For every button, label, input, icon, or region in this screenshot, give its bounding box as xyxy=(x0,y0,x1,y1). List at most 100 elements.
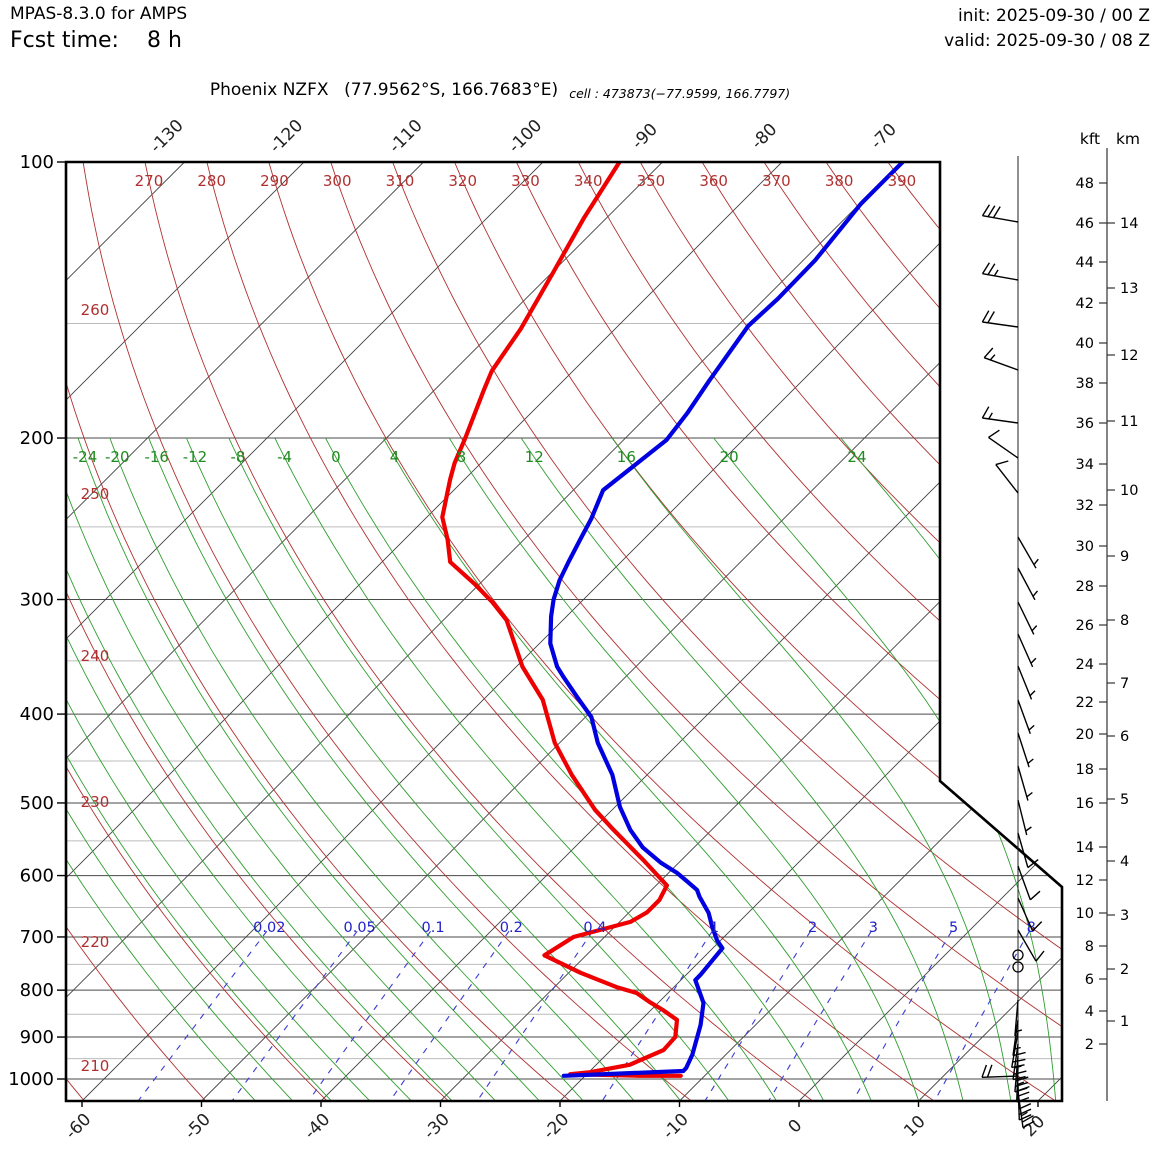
svg-text:-30: -30 xyxy=(420,1110,454,1144)
svg-text:-40: -40 xyxy=(301,1110,335,1144)
svg-text:10: 10 xyxy=(1120,483,1138,499)
svg-text:350: 350 xyxy=(637,172,666,190)
svg-text:290: 290 xyxy=(260,172,289,190)
temp-axis-top-labels: -130 -120 -110 -100 -90 -80 -70 xyxy=(146,116,901,157)
svg-text:-110: -110 xyxy=(385,116,426,157)
svg-text:0: 0 xyxy=(331,448,341,466)
svg-text:-50: -50 xyxy=(181,1110,215,1144)
svg-text:40: 40 xyxy=(1076,336,1094,352)
svg-text:-70: -70 xyxy=(867,120,901,154)
svg-text:240: 240 xyxy=(81,647,110,665)
svg-text:5: 5 xyxy=(949,920,958,936)
svg-text:8: 8 xyxy=(1085,939,1094,955)
init-time: init: 2025-09-30 / 00 Z xyxy=(957,6,1150,26)
svg-text:0.1: 0.1 xyxy=(422,920,445,936)
svg-text:700: 700 xyxy=(20,927,54,948)
forecast-time-value: 8 h xyxy=(146,28,182,54)
svg-text:24: 24 xyxy=(847,448,866,466)
svg-text:-80: -80 xyxy=(748,120,782,154)
svg-text:10: 10 xyxy=(900,1112,929,1141)
svg-text:20: 20 xyxy=(720,448,739,466)
svg-text:34: 34 xyxy=(1076,457,1094,473)
svg-text:2: 2 xyxy=(808,920,817,936)
svg-text:900: 900 xyxy=(20,1027,54,1048)
svg-text:270: 270 xyxy=(135,172,164,190)
pressure-axis-labels: 100 200 300 400 500 600 700 800 900 1000 xyxy=(8,152,66,1090)
svg-text:10: 10 xyxy=(1076,906,1094,922)
svg-text:4: 4 xyxy=(1085,1004,1094,1020)
svg-text:500: 500 xyxy=(20,793,54,814)
svg-text:-8: -8 xyxy=(230,448,245,466)
svg-text:12: 12 xyxy=(1120,348,1138,364)
svg-text:8: 8 xyxy=(457,448,467,466)
temp-axis-bottom-labels: -60 -50 -40 -30 -20 -10 0 10 20 xyxy=(62,1101,1049,1144)
svg-text:0.02: 0.02 xyxy=(253,920,285,936)
svg-text:46: 46 xyxy=(1076,216,1094,232)
svg-text:22: 22 xyxy=(1076,695,1094,711)
svg-text:200: 200 xyxy=(20,428,54,449)
svg-text:-12: -12 xyxy=(183,448,208,466)
svg-text:3: 3 xyxy=(869,920,878,936)
svg-text:16: 16 xyxy=(617,448,636,466)
svg-text:5: 5 xyxy=(1120,792,1129,808)
dry-adiabat-labels: 270 280 290 300 310 320 330 340 350 360 370 380 3902… xyxy=(81,172,917,1075)
svg-text:6: 6 xyxy=(1085,972,1094,988)
svg-text:2: 2 xyxy=(1085,1037,1094,1053)
station-coords: (77.9562°S, 166.7683°E) xyxy=(344,80,559,100)
svg-text:220: 220 xyxy=(81,933,110,951)
height-axis: kft km24681012141618202224262830323436384… xyxy=(1076,130,1140,1101)
svg-text:30: 30 xyxy=(1076,539,1094,555)
svg-text:3: 3 xyxy=(1120,908,1129,924)
svg-text:380: 380 xyxy=(825,172,854,190)
svg-text:0.2: 0.2 xyxy=(500,920,523,936)
svg-text:km: km xyxy=(1116,130,1140,148)
svg-text:300: 300 xyxy=(20,590,54,611)
svg-text:1: 1 xyxy=(1120,1014,1129,1030)
svg-text:13: 13 xyxy=(1120,281,1138,297)
svg-text:42: 42 xyxy=(1076,296,1094,312)
svg-text:-20: -20 xyxy=(105,448,130,466)
svg-text:1000: 1000 xyxy=(8,1069,54,1090)
header-right: init: 2025-09-30 / 00 Z valid: 2025-09-3… xyxy=(944,4,1150,53)
header-left: MPAS-8.3.0 for AMPS Fcst time: 8 h xyxy=(10,4,187,55)
svg-text:330: 330 xyxy=(511,172,540,190)
svg-text:370: 370 xyxy=(762,172,791,190)
svg-text:14: 14 xyxy=(1120,216,1138,232)
svg-text:kft: kft xyxy=(1080,130,1100,148)
svg-text:20: 20 xyxy=(1076,727,1094,743)
svg-text:400: 400 xyxy=(20,704,54,725)
svg-text:100: 100 xyxy=(20,152,54,173)
svg-text:260: 260 xyxy=(81,301,110,319)
svg-text:1: 1 xyxy=(710,920,719,936)
svg-text:7: 7 xyxy=(1120,676,1129,692)
svg-text:-16: -16 xyxy=(144,448,169,466)
svg-text:12: 12 xyxy=(1076,873,1094,889)
plot-area xyxy=(66,162,1062,1101)
svg-text:230: 230 xyxy=(81,793,110,811)
svg-text:-100: -100 xyxy=(505,116,546,157)
svg-text:360: 360 xyxy=(699,172,728,190)
svg-text:280: 280 xyxy=(197,172,226,190)
svg-text:24: 24 xyxy=(1076,657,1094,673)
model-version: MPAS-8.3.0 for AMPS xyxy=(10,4,188,24)
svg-text:-130: -130 xyxy=(146,116,187,157)
dewpoint-curve xyxy=(548,162,905,1078)
svg-text:210: 210 xyxy=(81,1057,110,1075)
svg-text:310: 310 xyxy=(386,172,415,190)
svg-text:-20: -20 xyxy=(540,1110,574,1144)
plot-frame xyxy=(64,160,1064,1103)
station-name: Phoenix NZFX xyxy=(209,80,329,100)
plot-title: Phoenix NZFX (77.9562°S, 166.7683°E) cel… xyxy=(0,80,1000,101)
moist-adiabat-labels: -24 -20 -16 -12 -8 -4 0 4 8 12 16 20 24 xyxy=(73,448,867,466)
svg-text:8: 8 xyxy=(1120,613,1129,629)
svg-text:36: 36 xyxy=(1076,416,1094,432)
svg-text:44: 44 xyxy=(1076,255,1094,271)
svg-text:4: 4 xyxy=(1120,854,1129,870)
svg-text:9: 9 xyxy=(1120,549,1129,565)
svg-text:0.4: 0.4 xyxy=(583,920,606,936)
svg-text:18: 18 xyxy=(1076,762,1094,778)
svg-text:26: 26 xyxy=(1076,618,1094,634)
valid-time: valid: 2025-09-30 / 08 Z xyxy=(944,30,1150,51)
